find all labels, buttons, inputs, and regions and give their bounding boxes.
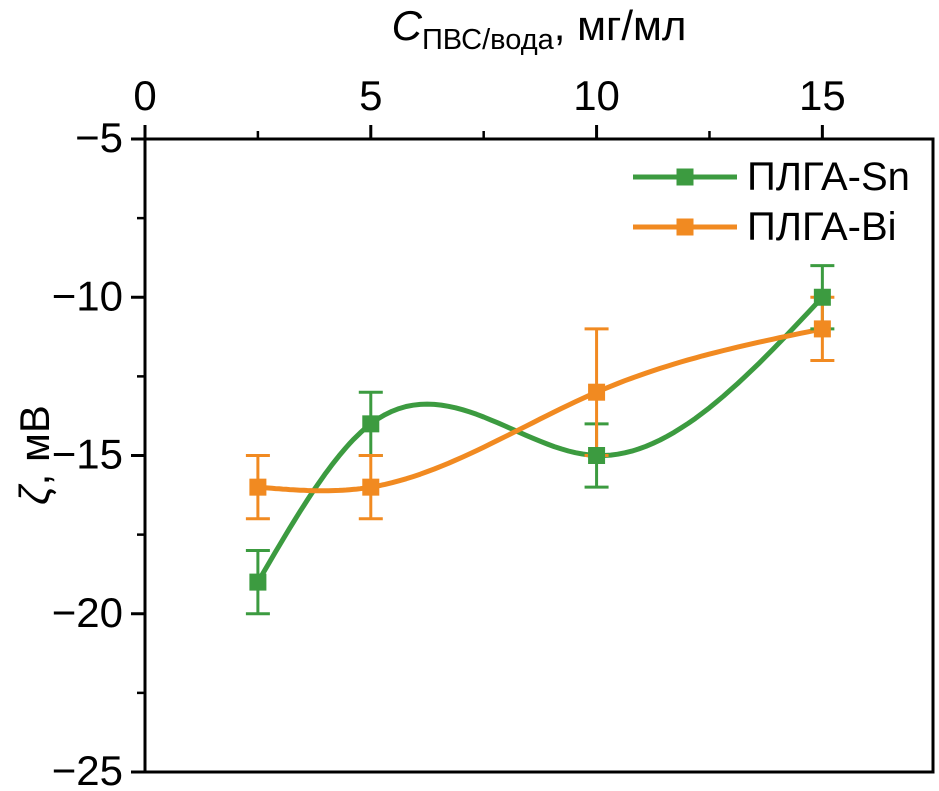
series-curve xyxy=(255,326,825,494)
data-point-marker xyxy=(588,383,606,401)
data-point-marker xyxy=(362,478,380,496)
chart-title: CПВС/вода, мг/мл xyxy=(145,2,933,55)
data-point-marker xyxy=(588,447,606,464)
legend-line-marker-icon xyxy=(633,168,737,186)
x-axis-tick-label: 5 xyxy=(359,72,382,119)
legend-item-plga-bi: ПЛГА-Bi xyxy=(633,202,910,252)
y-axis-tick-label: −15 xyxy=(52,431,123,478)
x-axis-tick-label: 15 xyxy=(799,72,846,119)
title-units: , мг/мл xyxy=(553,2,687,49)
legend-item-plga-sn: ПЛГА-Sn xyxy=(633,152,910,202)
y-axis-tick-label: −25 xyxy=(52,747,123,791)
y-axis-tick-label: −5 xyxy=(75,114,123,161)
title-subscript: ПВС/вода xyxy=(421,24,554,56)
legend: ПЛГА-Sn ПЛГА-Bi xyxy=(633,152,910,252)
data-point-marker xyxy=(362,415,380,433)
legend-line-marker-icon xyxy=(633,218,737,236)
y-axis-tick-label: −10 xyxy=(52,272,123,319)
legend-label: ПЛГА-Bi xyxy=(747,204,897,249)
x-axis-tick-label: 0 xyxy=(133,72,156,119)
title-symbol: C xyxy=(391,2,422,49)
y-axis-tick-label: −20 xyxy=(52,589,123,636)
data-point-marker xyxy=(249,573,267,591)
x-axis-tick-label: 10 xyxy=(573,72,620,119)
legend-label: ПЛГА-Sn xyxy=(747,154,910,199)
data-point-marker xyxy=(813,288,831,306)
data-point-marker xyxy=(249,478,267,496)
data-point-marker xyxy=(813,320,831,338)
series-curve xyxy=(255,294,825,585)
